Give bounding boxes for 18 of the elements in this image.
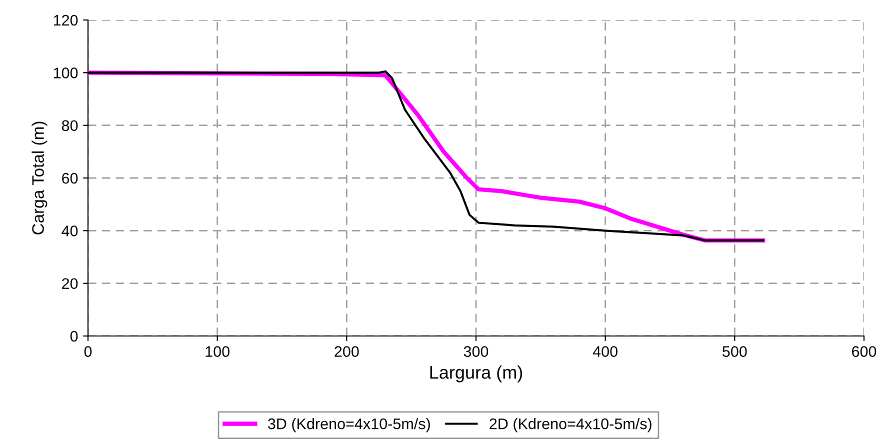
x-tick-label: 300	[464, 346, 488, 357]
x-tick-label: 500	[722, 346, 747, 357]
x-tick-label: 100	[206, 346, 230, 357]
x-tick-label: 200	[334, 346, 359, 357]
x-tick-label: 600	[852, 346, 876, 357]
y-tick-label: 0	[70, 330, 78, 342]
x-tick-label: 0	[84, 346, 92, 357]
y-tick-label: 20	[62, 278, 78, 290]
y-tick-label: 120	[54, 14, 78, 26]
x-axis-title: Largura (m)	[430, 366, 522, 382]
y-tick-label: 100	[54, 68, 78, 78]
y-tick-label: 60	[62, 172, 78, 184]
y-tick-label: 40	[62, 226, 78, 236]
x-tick-label: 400	[592, 346, 618, 357]
legend-label: 3D (Kdreno=4x10-5m/s)	[268, 418, 430, 432]
y-tick-label: 80	[62, 120, 78, 132]
legend-label: 2D (Kdreno=4x10-5m/s)	[490, 418, 652, 432]
y-axis-title: Carga Total (m)	[32, 122, 48, 234]
